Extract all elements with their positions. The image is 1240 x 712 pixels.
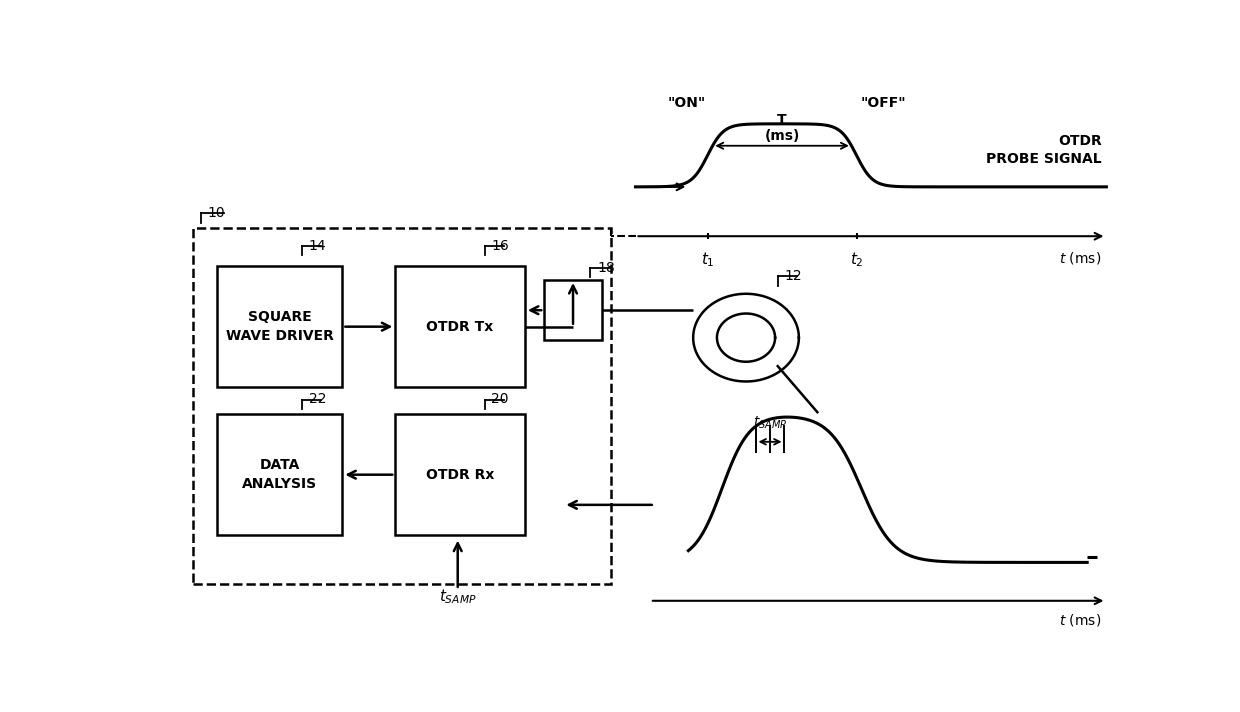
- Text: 18: 18: [596, 261, 615, 275]
- Text: 10: 10: [208, 206, 226, 220]
- Text: T
(ms): T (ms): [764, 112, 800, 143]
- Text: $t_{SAMP}$: $t_{SAMP}$: [439, 587, 476, 606]
- Bar: [217, 414, 342, 535]
- Bar: [544, 280, 601, 340]
- Bar: [396, 266, 525, 387]
- Bar: [217, 266, 342, 387]
- Text: "OFF": "OFF": [861, 96, 906, 110]
- Text: OTDR Rx: OTDR Rx: [425, 468, 495, 482]
- Text: 22: 22: [309, 392, 326, 406]
- Bar: [193, 228, 611, 585]
- Text: $t_{SAMP}$: $t_{SAMP}$: [753, 414, 787, 431]
- Text: "ON": "ON": [667, 96, 706, 110]
- Text: $t$ (ms): $t$ (ms): [1059, 612, 1101, 628]
- Text: SQUARE
WAVE DRIVER: SQUARE WAVE DRIVER: [226, 310, 334, 343]
- Text: DATA
ANALYSIS: DATA ANALYSIS: [242, 459, 317, 491]
- Text: $t_2$: $t_2$: [849, 250, 863, 268]
- Text: $t$ (ms): $t$ (ms): [1059, 250, 1101, 266]
- Text: 12: 12: [785, 269, 802, 283]
- Bar: [396, 414, 525, 535]
- Text: 16: 16: [491, 239, 510, 253]
- Text: $t_1$: $t_1$: [701, 250, 714, 268]
- Text: 20: 20: [491, 392, 508, 406]
- Text: OTDR
PROBE SIGNAL: OTDR PROBE SIGNAL: [986, 134, 1101, 166]
- Text: 14: 14: [309, 239, 326, 253]
- Text: OTDR Tx: OTDR Tx: [427, 320, 494, 334]
